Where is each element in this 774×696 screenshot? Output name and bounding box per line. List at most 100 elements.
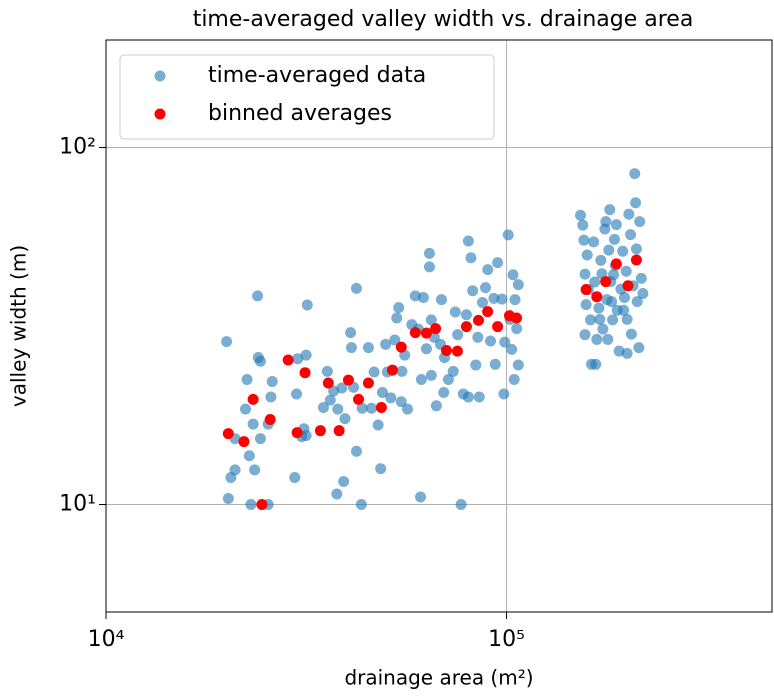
data-point xyxy=(621,313,633,325)
data-point xyxy=(447,365,459,377)
data-point xyxy=(425,369,437,381)
data-point xyxy=(243,450,255,462)
data-point xyxy=(430,323,442,335)
data-point xyxy=(241,373,253,385)
data-point xyxy=(395,396,407,408)
data-point xyxy=(512,279,524,291)
data-point xyxy=(460,321,472,333)
data-point xyxy=(507,269,519,281)
data-point xyxy=(376,386,388,398)
data-point xyxy=(492,257,504,269)
y-axis-label: valley width (m) xyxy=(7,245,31,407)
data-point xyxy=(597,323,609,335)
data-point xyxy=(589,276,601,288)
data-point xyxy=(455,499,467,511)
data-point xyxy=(386,364,398,376)
data-point xyxy=(467,285,479,297)
data-point xyxy=(362,342,374,354)
data-point xyxy=(438,386,450,398)
data-point xyxy=(393,302,405,314)
data-point xyxy=(580,299,592,311)
data-point xyxy=(333,425,345,437)
data-point xyxy=(425,314,437,326)
data-point xyxy=(588,236,600,248)
data-point xyxy=(317,401,329,413)
data-point xyxy=(252,290,264,302)
data-point xyxy=(579,329,591,341)
data-point xyxy=(247,418,259,430)
data-point xyxy=(607,314,619,326)
data-point xyxy=(353,393,365,405)
data-point xyxy=(345,342,357,354)
data-point xyxy=(338,476,350,488)
data-point xyxy=(631,296,643,308)
data-point xyxy=(372,419,384,431)
data-point xyxy=(511,312,523,324)
data-point xyxy=(498,388,510,400)
data-point xyxy=(292,353,304,365)
data-point xyxy=(630,254,642,266)
data-point xyxy=(417,292,429,304)
data-point xyxy=(415,491,427,503)
data-point xyxy=(506,343,518,355)
data-point xyxy=(578,234,590,246)
data-point xyxy=(266,376,278,388)
data-point xyxy=(584,314,596,326)
data-point xyxy=(339,413,351,425)
data-point xyxy=(479,282,491,294)
legend-box xyxy=(119,54,495,140)
data-point xyxy=(356,402,368,414)
plot-frame xyxy=(105,39,773,613)
data-point xyxy=(600,276,612,288)
data-point xyxy=(482,264,494,276)
data-point xyxy=(581,249,593,261)
data-point xyxy=(265,391,277,403)
data-point xyxy=(385,392,397,404)
data-point xyxy=(621,347,633,359)
data-point xyxy=(630,197,642,209)
data-point xyxy=(508,373,520,385)
data-point xyxy=(608,269,620,281)
data-point xyxy=(420,327,432,339)
data-point xyxy=(350,445,362,457)
data-point xyxy=(440,345,452,357)
data-point xyxy=(622,280,634,292)
data-point xyxy=(402,403,414,415)
legend-label: time-averaged data xyxy=(208,63,426,88)
data-point xyxy=(593,302,605,314)
data-point xyxy=(492,321,504,333)
data-point xyxy=(222,428,234,440)
x-axis-label: drainage area (m²) xyxy=(344,666,533,690)
data-point xyxy=(314,425,326,437)
data-point xyxy=(579,268,591,280)
data-point xyxy=(350,282,362,294)
data-point xyxy=(415,373,427,385)
data-point xyxy=(247,393,259,405)
data-point xyxy=(362,377,374,389)
data-point xyxy=(240,403,252,415)
data-point xyxy=(368,366,380,378)
data-point xyxy=(221,336,233,348)
data-point xyxy=(342,374,354,386)
data-point xyxy=(625,229,637,241)
data-point xyxy=(460,309,472,321)
data-point xyxy=(420,343,432,355)
chart-title: time-averaged valley width vs. drainage … xyxy=(193,7,694,32)
data-point xyxy=(511,323,523,335)
data-point xyxy=(610,258,622,270)
data-point xyxy=(300,349,312,361)
data-point xyxy=(502,229,514,241)
data-point xyxy=(300,430,312,442)
data-point xyxy=(289,472,301,484)
data-point xyxy=(603,244,615,256)
data-point xyxy=(322,377,334,389)
data-point xyxy=(606,296,618,308)
data-point xyxy=(477,296,489,308)
data-point xyxy=(485,335,497,347)
data-point xyxy=(389,334,401,346)
data-point xyxy=(489,358,501,370)
data-point xyxy=(591,333,603,345)
data-point xyxy=(623,208,635,220)
x-tick-label: 10⁴ xyxy=(88,627,125,652)
